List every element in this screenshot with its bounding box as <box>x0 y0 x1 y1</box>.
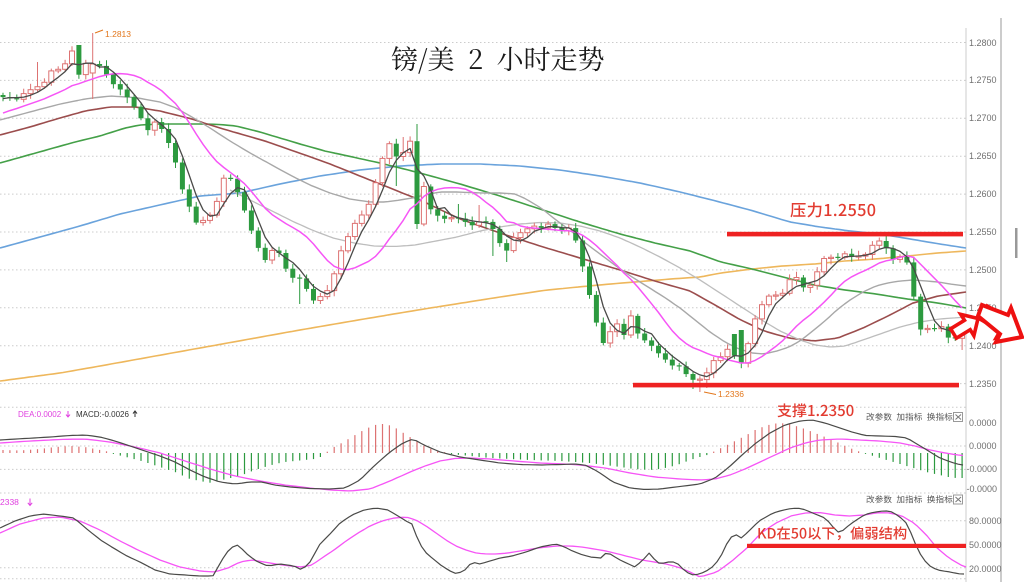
svg-text:1.2350: 1.2350 <box>969 379 997 389</box>
svg-text:1.2550: 1.2550 <box>969 227 997 237</box>
svg-text:1.2700: 1.2700 <box>969 113 997 123</box>
svg-text:80.0000: 80.0000 <box>969 516 1002 526</box>
svg-text:1.2813: 1.2813 <box>105 29 131 39</box>
svg-text:0.0000: 0.0000 <box>969 441 997 451</box>
svg-text:1.2600: 1.2600 <box>969 189 997 199</box>
svg-text:1.2336: 1.2336 <box>718 389 744 399</box>
svg-text:1.2400: 1.2400 <box>969 341 997 351</box>
svg-text:-0.0000: -0.0000 <box>967 484 998 494</box>
svg-text:2338: 2338 <box>0 497 19 507</box>
svg-text:50.0000: 50.0000 <box>969 540 1002 550</box>
svg-text:0.0000: 0.0000 <box>969 418 997 428</box>
svg-text:-0.0000: -0.0000 <box>967 464 998 474</box>
svg-text:1.2750: 1.2750 <box>969 75 997 85</box>
svg-text:1.2500: 1.2500 <box>969 265 997 275</box>
svg-text:DEA:0.0002: DEA:0.0002 <box>18 410 62 419</box>
svg-text:1.2800: 1.2800 <box>969 38 997 48</box>
svg-text:1.2650: 1.2650 <box>969 151 997 161</box>
svg-text:MACD:-0.0026: MACD:-0.0026 <box>76 410 129 419</box>
svg-text:20.0000: 20.0000 <box>969 564 1002 574</box>
